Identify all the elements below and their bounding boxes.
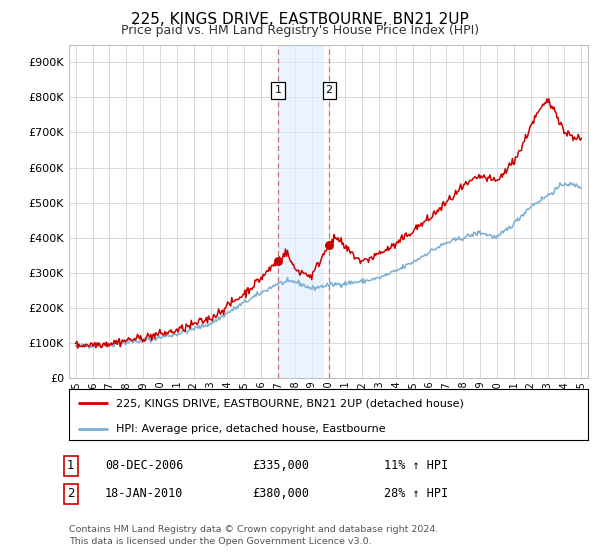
Text: £380,000: £380,000 xyxy=(252,487,309,501)
Text: 28% ↑ HPI: 28% ↑ HPI xyxy=(384,487,448,501)
Text: 2: 2 xyxy=(67,487,74,501)
Text: £335,000: £335,000 xyxy=(252,459,309,473)
Text: Contains HM Land Registry data © Crown copyright and database right 2024.
This d: Contains HM Land Registry data © Crown c… xyxy=(69,525,439,546)
Text: 11% ↑ HPI: 11% ↑ HPI xyxy=(384,459,448,473)
Text: 2: 2 xyxy=(326,85,333,95)
Text: 1: 1 xyxy=(67,459,74,473)
Text: Price paid vs. HM Land Registry's House Price Index (HPI): Price paid vs. HM Land Registry's House … xyxy=(121,24,479,37)
Text: 1: 1 xyxy=(274,85,281,95)
Bar xyxy=(278,45,323,378)
Text: HPI: Average price, detached house, Eastbourne: HPI: Average price, detached house, East… xyxy=(116,423,385,433)
Text: 225, KINGS DRIVE, EASTBOURNE, BN21 2UP: 225, KINGS DRIVE, EASTBOURNE, BN21 2UP xyxy=(131,12,469,27)
Text: 08-DEC-2006: 08-DEC-2006 xyxy=(105,459,184,473)
Text: 225, KINGS DRIVE, EASTBOURNE, BN21 2UP (detached house): 225, KINGS DRIVE, EASTBOURNE, BN21 2UP (… xyxy=(116,398,464,408)
Text: 18-JAN-2010: 18-JAN-2010 xyxy=(105,487,184,501)
